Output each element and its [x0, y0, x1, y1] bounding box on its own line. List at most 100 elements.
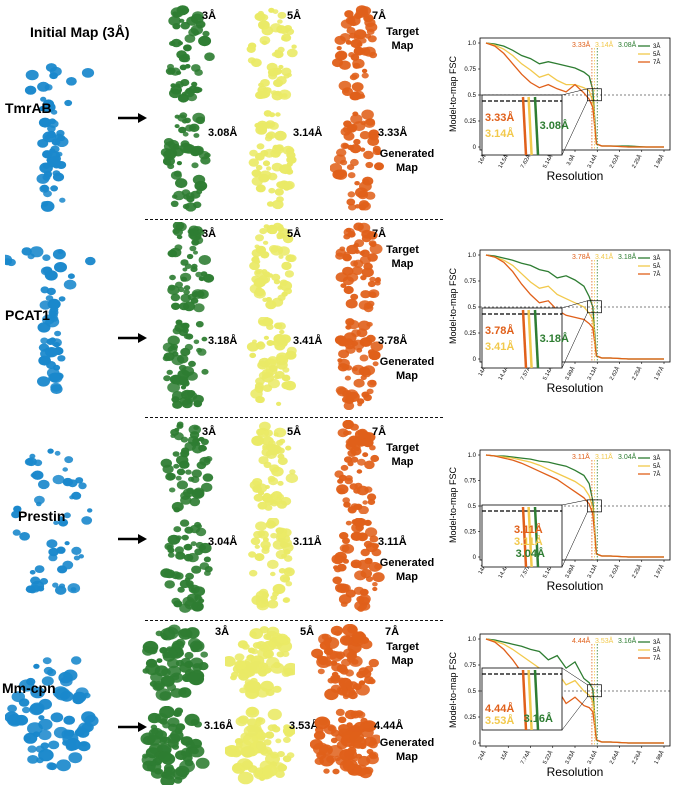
generated-resolution-label: 3.78Å [378, 335, 408, 347]
legend-entry: 5Å [653, 647, 660, 654]
target-map-yellow [249, 421, 299, 511]
plot-frame [479, 249, 671, 363]
crossing-label: 3.53Å [595, 636, 614, 645]
target-resolution-label: 3Å [215, 626, 230, 638]
fsc-series-line [485, 42, 664, 148]
arrow-icon [118, 534, 147, 544]
generated-map-green [162, 319, 209, 409]
target-resolution-label: 7Å [385, 626, 400, 638]
initial-map-pcat1 [5, 246, 96, 394]
inset-resolution-label: 3.11Å [514, 535, 543, 548]
legend-entry: 7Å [653, 271, 660, 278]
y-tick-label: 0.5 [468, 689, 477, 695]
target-resolution-label: 5Å [287, 228, 302, 240]
x-tick-label: 3.13Å [586, 365, 599, 381]
target-map-green [142, 624, 209, 701]
x-tick-label: 3.16Å [586, 749, 599, 765]
generated-resolution-label: 4.44Å [374, 719, 404, 732]
y-tick-label: 0.25 [464, 119, 476, 125]
inset-series-line [527, 309, 533, 369]
y-tick-label: 1.0 [468, 453, 477, 459]
target-map-label: Target Map [386, 244, 419, 270]
inset-series-line [521, 96, 528, 156]
legend-entry: 5Å [653, 51, 660, 58]
x-tick-label: 3.93Å [563, 749, 576, 765]
fsc-series-line [485, 454, 664, 558]
generated-map-label: Generated Map [379, 736, 435, 763]
crossing-label: 3.16Å [618, 636, 637, 645]
x-tick-label: 3.14Å [586, 153, 599, 169]
y-axis-label: Model-to-map FSC [448, 466, 458, 543]
generated-map-label: Generated Map [379, 148, 435, 174]
x-tick-label: 1.97Å [652, 365, 665, 381]
generated-map-yellow [246, 317, 297, 406]
generated-map-orange [334, 318, 384, 410]
x-tick-label: 7.57Å [519, 365, 532, 381]
x-tick-label: 1.98Å [652, 749, 665, 765]
inset-resolution-label: 3.18Å [540, 332, 569, 345]
x-tick-label: 14.5Å [497, 153, 510, 169]
fsc-series-line [485, 454, 664, 558]
plot-frame [479, 449, 671, 561]
crossing-label: 3.08Å [618, 40, 637, 49]
legend-entry: 7Å [653, 655, 660, 662]
crossing-label: 3.78Å [572, 252, 591, 261]
fsc-chart: 0 0.25 0.5 0.75 1.0 14Å 14.4Å 7.57Å 5.14Å 3.89Å 3.… [448, 249, 671, 395]
target-map-green [167, 222, 215, 313]
plot-frame [479, 633, 671, 747]
y-tick-label: 0.75 [464, 663, 476, 669]
x-tick-label: 14.4Å [497, 563, 510, 579]
inset-series-line [533, 506, 540, 568]
target-resolution-label: 3Å [202, 426, 217, 438]
generated-map-orange [331, 518, 385, 612]
y-tick-label: 1.0 [468, 637, 477, 643]
arrow-icon [118, 113, 147, 123]
initial-map-title: Initial Map (3Å) [30, 24, 130, 40]
x-tick-label: 3.9Å [565, 153, 577, 167]
y-tick-label: 0.25 [464, 530, 476, 536]
inset-series-line [521, 669, 528, 731]
y-axis-label: Model-to-map FSC [448, 55, 458, 132]
fsc-series-line [485, 42, 664, 148]
target-resolution-label: 5Å [287, 10, 302, 22]
zoom-box [587, 88, 602, 102]
y-axis-label: Model-to-map FSC [448, 651, 458, 728]
target-resolution-label: 7Å [372, 426, 387, 438]
x-axis-label: Resolution [547, 579, 604, 593]
protein-label: Mm-cpn [2, 680, 56, 696]
legend-entry: 3Å [653, 639, 660, 646]
x-tick-label: 2.62Å [608, 153, 621, 169]
target-map-orange [311, 624, 379, 701]
y-tick-label: 0.75 [464, 279, 476, 285]
x-tick-label: 14.4Å [497, 365, 510, 381]
generated-map-green [160, 112, 211, 212]
generated-map-yellow [248, 518, 295, 611]
row-separator [145, 417, 443, 418]
y-tick-label: 0.5 [468, 93, 477, 99]
legend-entry: 3Å [653, 43, 660, 50]
y-tick-label: 1.0 [468, 253, 477, 259]
inset-resolution-label: 3.11Å [514, 523, 543, 536]
target-resolution-label: 5Å [300, 626, 315, 638]
protein-label: PCAT1 [5, 307, 50, 323]
row-separator [145, 219, 443, 220]
x-tick-label: 3.89Å [563, 365, 576, 381]
x-tick-label: 1.98Å [652, 153, 665, 169]
x-tick-label: 14Å [477, 563, 488, 575]
y-tick-label: 0 [473, 357, 477, 363]
inset-resolution-label: 4.44Å [485, 702, 514, 715]
target-resolution-label: 3Å [202, 10, 217, 22]
zoom-box [587, 300, 602, 314]
generated-map-green [140, 705, 210, 785]
row-separator [145, 620, 443, 621]
generated-resolution-label: 3.04Å [208, 536, 238, 548]
x-tick-label: 2.64Å [608, 749, 621, 765]
arrow-icon [118, 333, 147, 343]
legend-entry: 7Å [653, 471, 660, 478]
crossing-label: 3.33Å [572, 40, 591, 49]
initial-map-prestin [11, 448, 93, 595]
x-tick-label: 14Å [477, 365, 488, 377]
x-axis-label: Resolution [547, 765, 604, 779]
inset-frame [481, 504, 563, 568]
inset-resolution-label: 3.08Å [540, 119, 569, 132]
